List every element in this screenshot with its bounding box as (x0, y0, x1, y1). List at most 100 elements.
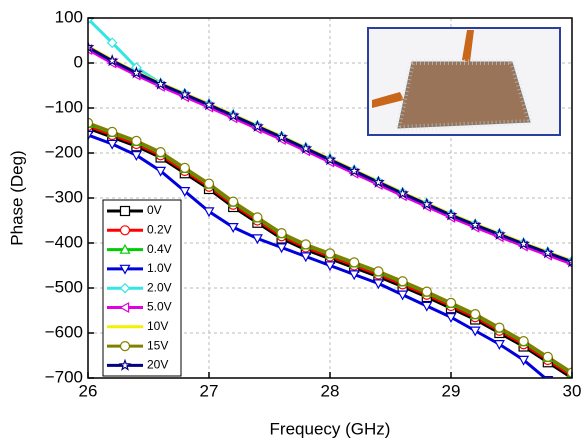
marker (397, 276, 408, 287)
inset-cable (462, 30, 474, 62)
x-tick-label: 27 (200, 381, 219, 400)
x-tick-label: 29 (442, 381, 461, 400)
axes: 26 27 28 29 30 −700 −600 −500 −400 −300 −200 −100 0 1… (45, 7, 582, 400)
legend-text: 20V (147, 358, 168, 372)
marker (421, 301, 433, 312)
marker (276, 228, 287, 239)
marker (493, 340, 505, 350)
y-tick-label: −700 (45, 367, 83, 386)
y-axis-label: Phase (Deg) (7, 150, 26, 245)
marker (324, 248, 336, 259)
marker (373, 266, 384, 277)
marker (88, 18, 94, 25)
marker (106, 139, 118, 150)
marker (324, 261, 336, 272)
marker (299, 141, 313, 154)
legend-text: 0.2V (147, 222, 172, 236)
x-tick-label: 26 (79, 381, 98, 400)
marker (372, 279, 384, 290)
marker (202, 98, 216, 111)
legend-marker (119, 264, 131, 275)
marker (227, 223, 239, 233)
y-tick-label: −400 (45, 232, 83, 251)
legend-text: 0V (147, 203, 162, 217)
marker (565, 255, 572, 268)
marker (347, 164, 361, 177)
inset-board (397, 61, 531, 129)
marker (494, 322, 505, 333)
legend-marker (119, 301, 130, 314)
marker (130, 151, 142, 161)
marker (155, 147, 166, 158)
marker (88, 40, 95, 53)
marker (493, 227, 506, 240)
lines (88, 18, 572, 378)
legend-marker (119, 225, 131, 236)
marker (155, 166, 167, 177)
marker (251, 234, 263, 245)
marker (518, 336, 529, 347)
marker (179, 187, 191, 197)
marker (421, 286, 432, 297)
x-axis-label: Frequecy (GHz) (270, 419, 391, 438)
marker (349, 257, 360, 268)
legend-marker (119, 282, 131, 294)
marker (252, 212, 263, 223)
marker (154, 77, 167, 90)
marker (130, 66, 143, 79)
marker (396, 186, 409, 199)
marker (323, 153, 337, 166)
marker (228, 196, 239, 207)
y-tick-label: −300 (45, 187, 83, 206)
marker (397, 290, 409, 301)
marker (251, 119, 264, 132)
marker (88, 130, 94, 141)
legend-text: 15V (147, 338, 168, 352)
marker (300, 239, 311, 250)
marker (517, 237, 530, 250)
marker (444, 208, 458, 221)
marker (106, 37, 118, 49)
marker (275, 130, 288, 143)
legend-text: 0.4V (147, 242, 172, 256)
legend-text: 10V (147, 319, 168, 333)
marker (470, 309, 481, 320)
y-tick-label: −200 (45, 142, 83, 161)
y-tick-label: 100 (55, 7, 83, 26)
legend: 0V 0.2V 0.4V 1.0V 2.0V 5.0V 10V 15V 20V (107, 203, 172, 372)
marker (107, 126, 118, 137)
marker (518, 355, 530, 366)
marker (105, 54, 119, 67)
marker (88, 117, 94, 128)
y-tick-label: −100 (45, 97, 83, 116)
marker (468, 218, 482, 231)
y-tick-label: −500 (45, 277, 83, 296)
marker (445, 313, 457, 323)
marker (372, 175, 385, 188)
marker (420, 197, 434, 210)
legend-text: 1.0V (147, 261, 172, 275)
marker (469, 326, 481, 337)
marker (203, 207, 215, 218)
marker (276, 243, 288, 254)
inset-photo (367, 27, 561, 136)
inset-cable (372, 92, 404, 108)
marker (541, 246, 555, 259)
marker (566, 367, 572, 378)
y-tick-label: 0 (74, 52, 83, 71)
legend-text: 2.0V (147, 280, 172, 294)
marker (445, 297, 457, 308)
x-tick-label: 28 (321, 381, 340, 400)
legend-marker (119, 205, 131, 217)
marker (348, 270, 360, 281)
marker (178, 87, 192, 100)
legend-marker (119, 243, 131, 254)
marker (226, 108, 240, 122)
legend-marker (118, 358, 132, 371)
x-tick-label: 30 (563, 381, 582, 400)
marker (203, 178, 215, 189)
marker (131, 135, 142, 146)
marker (542, 351, 553, 362)
marker (179, 162, 190, 173)
